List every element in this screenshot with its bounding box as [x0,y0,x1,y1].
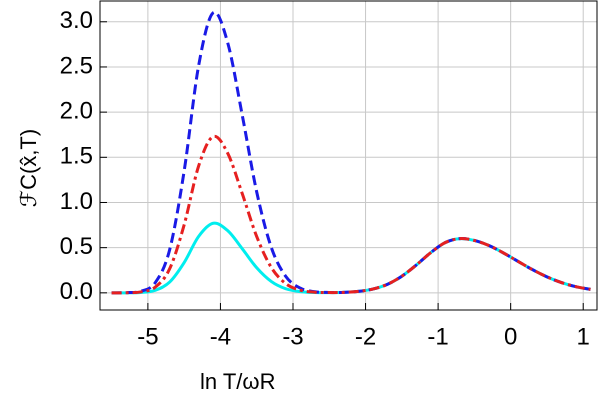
y-tick-label: 0.0 [60,278,93,305]
x-tick-label: -2 [355,323,376,350]
x-tick-label: -1 [427,323,448,350]
x-tick-label: -5 [137,323,158,350]
series-line [111,221,591,295]
x-axis-label: ln T/ωR [200,369,275,394]
y-tick-label: 2.0 [60,97,93,124]
x-tick-label: -3 [282,323,303,350]
y-tick-label: 1.5 [60,143,93,170]
x-tick-label: -4 [210,323,231,350]
y-tick-label: 0.5 [60,233,93,260]
series-line [111,134,591,295]
y-tick-label: 2.5 [60,52,93,79]
series-line [111,10,591,295]
plot-frame [99,0,598,311]
y-axis-label: ℱC(x̂,T) [16,129,41,207]
y-tick-label: 3.0 [60,7,93,34]
x-tick-label: 0 [504,323,517,350]
y-tick-label: 1.0 [60,188,93,215]
x-tick-label: 1 [577,323,590,350]
